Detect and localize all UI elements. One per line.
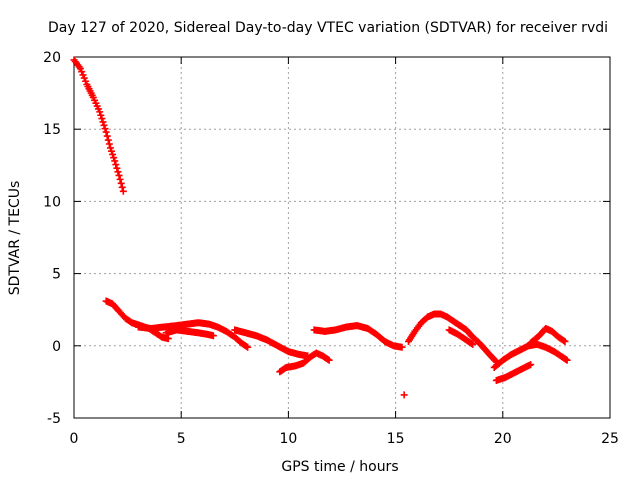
data-point — [325, 356, 333, 364]
chart-title: Day 127 of 2020, Sidereal Day-to-day VTE… — [48, 20, 608, 36]
data-point — [563, 356, 571, 364]
y-axis-label: SDTVAR / TECUs — [7, 181, 23, 296]
series-arc-12 — [527, 324, 569, 347]
data-point — [398, 343, 406, 351]
x-tick-label: 10 — [279, 431, 297, 447]
data-point — [164, 335, 172, 343]
x-tick-label: 20 — [494, 431, 512, 447]
x-tick-labels: 0 5 10 15 20 25 — [70, 431, 619, 447]
data-point — [97, 111, 105, 119]
x-axis-label: GPS time / hours — [281, 459, 398, 475]
y-tick-label: 5 — [52, 267, 61, 283]
series-point-1 — [400, 391, 408, 399]
data-point — [102, 128, 110, 136]
data-point — [115, 171, 123, 179]
series-arc-2 — [102, 297, 172, 343]
data-point — [119, 187, 127, 195]
data-point — [76, 65, 84, 73]
data-point — [100, 121, 108, 129]
series-arc-9 — [445, 326, 477, 348]
data-point — [560, 337, 568, 345]
data-point — [400, 391, 408, 399]
data-point — [242, 342, 250, 350]
data-point — [561, 337, 569, 345]
data-point — [527, 361, 535, 369]
plot-frame — [73, 56, 611, 419]
series-arc-11 — [490, 340, 571, 371]
data-point — [111, 157, 119, 165]
data-point — [113, 164, 121, 172]
series-arc-8 — [404, 310, 500, 366]
data-point — [116, 175, 124, 183]
data-point — [78, 68, 86, 76]
data-point — [112, 161, 120, 169]
x-tick-label: 25 — [601, 431, 619, 447]
data-point — [117, 179, 125, 187]
data-point — [80, 74, 88, 82]
data-point — [106, 144, 114, 152]
y-tick-label: 20 — [43, 50, 61, 66]
series-arc-4 — [162, 326, 217, 340]
series-arc-6 — [276, 349, 333, 376]
y-tick-label: 10 — [43, 194, 61, 210]
data-point — [109, 150, 117, 158]
data-point — [98, 115, 106, 123]
series-arc-7 — [310, 322, 406, 351]
data-point — [108, 147, 116, 155]
series-arc-1 — [70, 56, 127, 195]
data-point — [79, 71, 87, 79]
data-point — [118, 183, 126, 191]
data-point — [96, 108, 104, 116]
gridlines — [74, 57, 610, 418]
y-tick-label: 15 — [43, 122, 61, 138]
y-tick-labels: -5 0 5 10 15 20 — [43, 50, 61, 427]
x-tick-label: 0 — [70, 431, 79, 447]
series-arc-3 — [134, 319, 252, 351]
data-point — [104, 136, 112, 144]
data-point — [110, 154, 118, 162]
axis-ticks — [73, 56, 611, 419]
data-point — [105, 140, 113, 148]
y-tick-label: 0 — [52, 339, 61, 355]
data-point — [101, 125, 109, 133]
x-tick-label: 5 — [177, 431, 186, 447]
data-point — [209, 332, 217, 340]
series-arc-10 — [492, 361, 535, 384]
data-point — [82, 77, 90, 85]
x-tick-label: 15 — [387, 431, 405, 447]
data-point — [114, 168, 122, 176]
data-point — [469, 340, 477, 348]
data-point — [244, 343, 252, 351]
data-point — [103, 132, 111, 140]
data-point — [99, 118, 107, 126]
y-tick-label: -5 — [47, 411, 61, 427]
data-points — [70, 56, 571, 399]
